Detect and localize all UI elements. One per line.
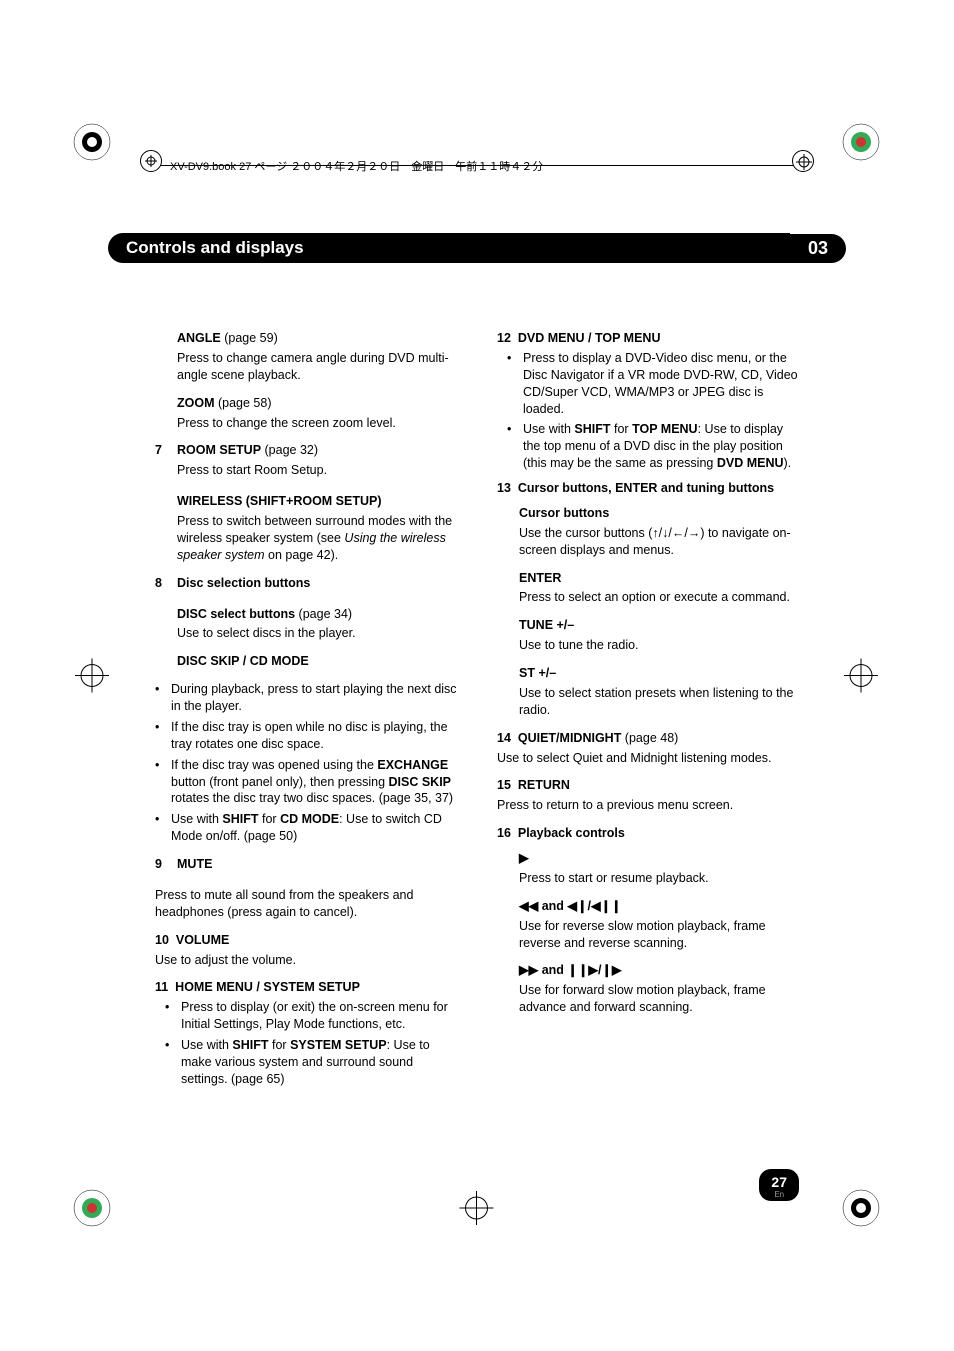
st-text: Use to select station presets when liste… (519, 685, 799, 719)
content-body: ANGLE (page 59) Press to change camera a… (155, 330, 799, 1092)
crop-mark-bl (70, 1186, 115, 1231)
volume-label: VOLUME (176, 933, 229, 947)
cursor-text: Use the cursor buttons (↑/↓/←/→) to navi… (519, 525, 799, 559)
item11-b1: Press to display (or exit) the on-screen… (181, 999, 457, 1033)
header-book-text: XV-DV9.book 27 ページ ２００４年２月２０日 金曜日 午前１１時４… (170, 158, 543, 174)
disc-select-page: (page 34) (295, 607, 352, 621)
item16-num: 16 (497, 826, 511, 840)
crop-mark-br (839, 1186, 884, 1231)
item9-num: 9 (155, 856, 177, 876)
quiet-midnight-label: QUIET/MIDNIGHT (518, 731, 621, 745)
title-bar: Controls and displays 03 (108, 232, 846, 264)
discskip-b1: During playback, press to start playing … (171, 681, 457, 715)
room-setup-text: Press to start Room Setup. (177, 462, 457, 479)
disc-select-buttons-label: DISC select buttons (177, 607, 295, 621)
mute-label: MUTE (177, 856, 457, 873)
crop-mark-mr (839, 653, 884, 698)
zoom-page: (page 58) (215, 396, 272, 410)
playback-controls-label: Playback controls (518, 826, 625, 840)
wireless-label: WIRELESS (SHIFT+ROOM SETUP) (177, 493, 457, 510)
page-lang: En (771, 1190, 787, 1199)
discskip-b4: Use with SHIFT for CD MODE: Use to switc… (171, 811, 457, 845)
page-number: 27 (771, 1174, 787, 1190)
item7-num: 7 (155, 442, 177, 482)
st-label: ST +/– (519, 665, 799, 682)
home-menu-label: HOME MENU / SYSTEM SETUP (175, 980, 360, 994)
item12-b2: Use with SHIFT for TOP MENU: Use to disp… (523, 421, 799, 472)
rev-label: ◀◀ and ◀❙/◀❙❙ (519, 898, 799, 915)
item12-num: 12 (497, 331, 511, 345)
discskip-b3: If the disc tray was opened using the EX… (171, 757, 457, 808)
return-label: RETURN (518, 778, 570, 792)
play-icon: ▶ (519, 850, 799, 867)
chapter-number: 03 (790, 234, 846, 263)
play-text: Press to start or resume playback. (519, 870, 799, 887)
cursor-label: Cursor buttons (519, 505, 799, 522)
chapter-title: Controls and displays (108, 233, 790, 263)
crop-mark-ml (70, 653, 115, 698)
cursor-buttons-label: Cursor buttons, ENTER and tuning buttons (518, 481, 774, 495)
tune-label: TUNE +/– (519, 617, 799, 634)
volume-text: Use to adjust the volume. (155, 952, 457, 969)
discskip-b2: If the disc tray is open while no disc i… (171, 719, 457, 753)
angle-text: Press to change camera angle during DVD … (177, 350, 457, 384)
page-number-badge: 27 En (759, 1169, 799, 1201)
disc-select-text: Use to select discs in the player. (177, 625, 457, 642)
right-column: 12 DVD MENU / TOP MENU •Press to display… (497, 330, 799, 1092)
quiet-midnight-page: (page 48) (621, 731, 678, 745)
crop-mark-mb (455, 1186, 500, 1231)
header-circle-left-icon (140, 150, 162, 172)
fwd-text: Use for forward slow motion playback, fr… (519, 982, 799, 1016)
crop-mark-tl (70, 120, 115, 165)
item10-num: 10 (155, 933, 169, 947)
room-setup-page: (page 32) (261, 443, 318, 457)
enter-label: ENTER (519, 570, 799, 587)
angle-label: ANGLE (177, 331, 221, 345)
mute-text: Press to mute all sound from the speaker… (155, 887, 457, 921)
fwd-label: ▶▶ and ❙❙▶/❙▶ (519, 962, 799, 979)
zoom-label: ZOOM (177, 396, 215, 410)
enter-text: Press to select an option or execute a c… (519, 589, 799, 606)
item13-num: 13 (497, 481, 511, 495)
item14-num: 14 (497, 731, 511, 745)
disc-skip-label: DISC SKIP / CD MODE (177, 653, 457, 670)
header-circle-right-icon (792, 150, 814, 172)
item11-num: 11 (155, 980, 168, 994)
return-text: Press to return to a previous menu scree… (497, 797, 799, 814)
item15-num: 15 (497, 778, 511, 792)
disc-selection-label: Disc selection buttons (177, 575, 457, 592)
rev-text: Use for reverse slow motion playback, fr… (519, 918, 799, 952)
tune-text: Use to tune the radio. (519, 637, 799, 654)
item12-b1: Press to display a DVD-Video disc menu, … (523, 350, 799, 418)
room-setup-label: ROOM SETUP (177, 443, 261, 457)
zoom-text: Press to change the screen zoom level. (177, 415, 457, 432)
dvd-menu-label: DVD MENU / TOP MENU (518, 331, 661, 345)
left-column: ANGLE (page 59) Press to change camera a… (155, 330, 457, 1092)
item8-num: 8 (155, 575, 177, 595)
wireless-text: Press to switch between surround modes w… (177, 513, 457, 564)
crop-mark-tr (839, 120, 884, 165)
quiet-midnight-text: Use to select Quiet and Midnight listeni… (497, 750, 799, 767)
item11-b2: Use with SHIFT for SYSTEM SETUP: Use to … (181, 1037, 457, 1088)
angle-page: (page 59) (221, 331, 278, 345)
